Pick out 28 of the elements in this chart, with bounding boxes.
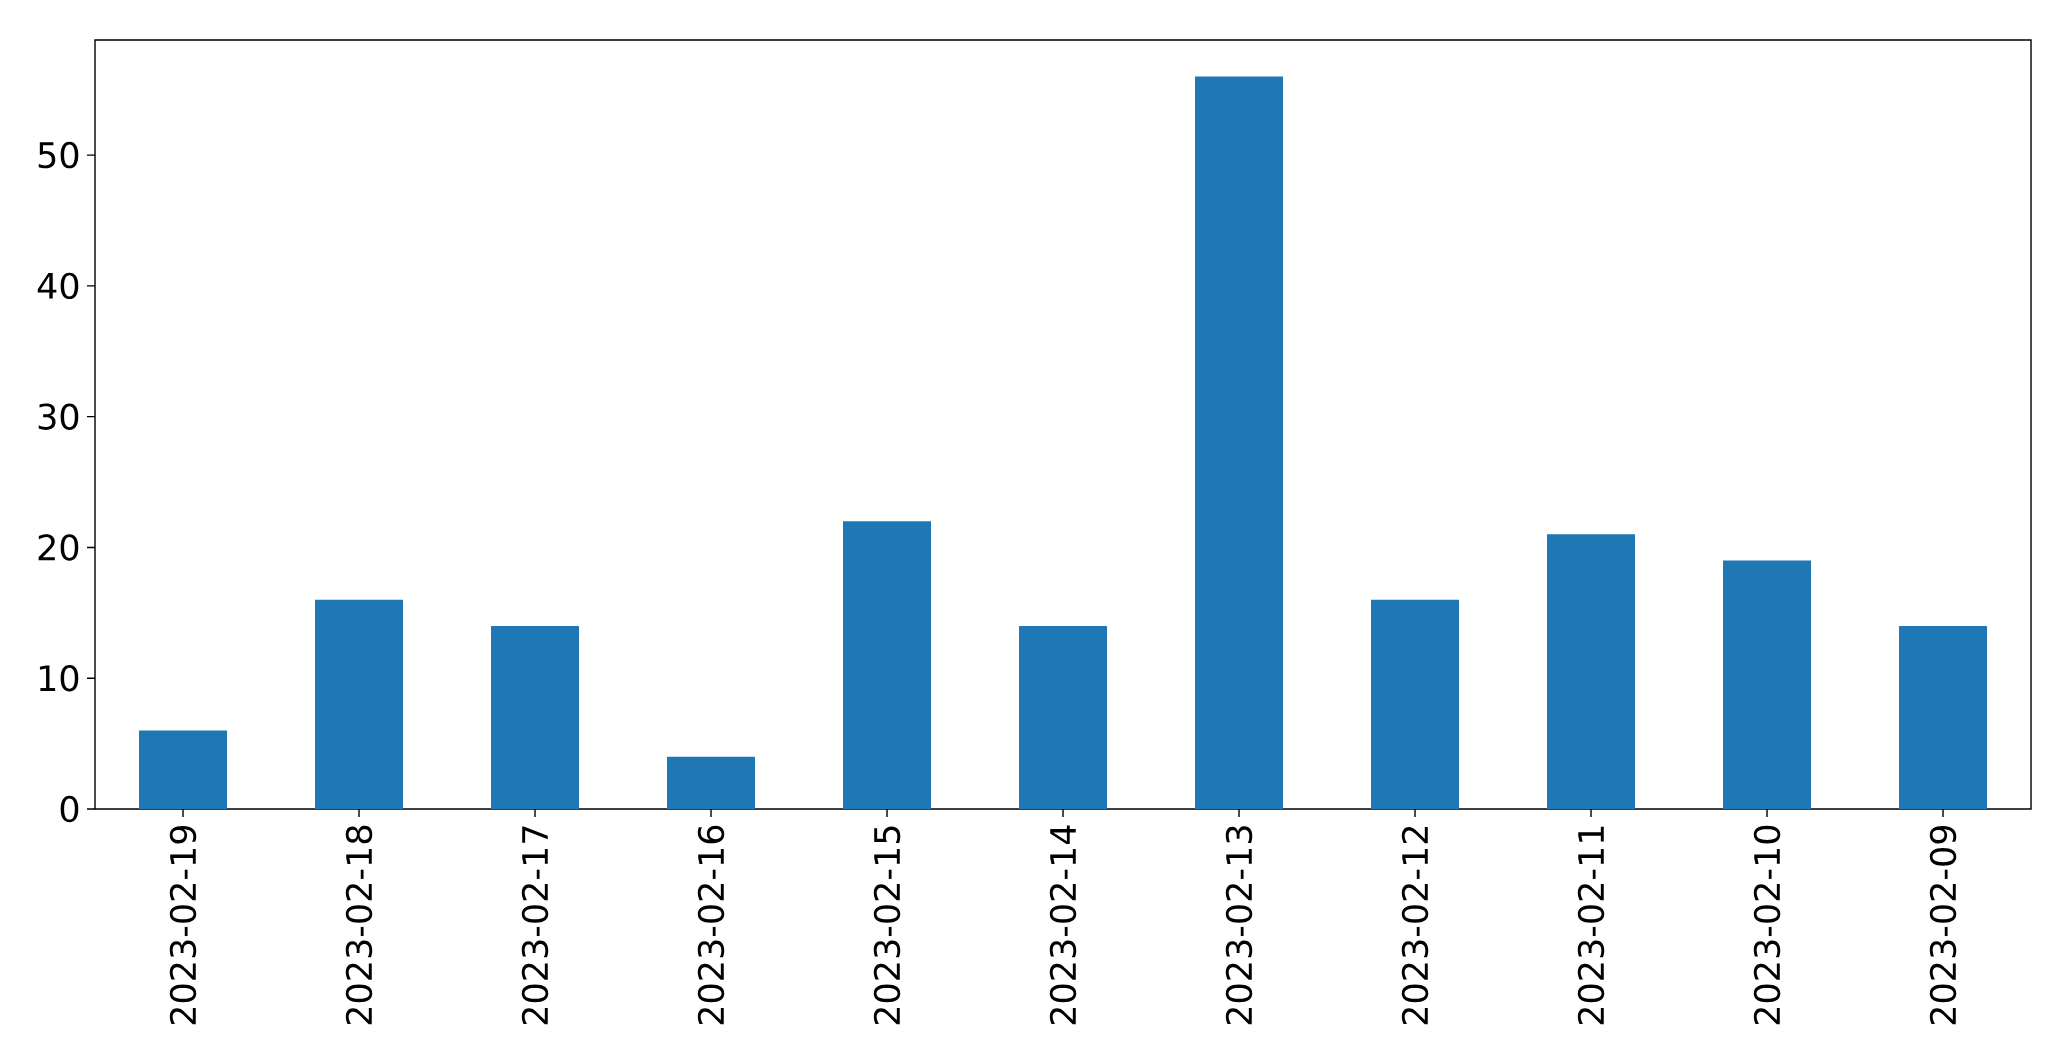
x-tick-label: 2023-02-18 [345,825,373,1025]
x-tick-label: 2023-02-16 [697,825,725,1025]
bar [1547,534,1636,809]
x-tick-label: 2023-02-12 [1401,826,1429,1025]
bar [1371,599,1460,809]
y-tick-label: 40 [37,272,79,300]
y-tick-label: 0 [60,795,79,823]
bar [843,521,932,809]
bar [491,625,580,809]
x-tick-label: 2023-02-14 [1049,825,1077,1025]
x-tick-label: 2023-02-11 [1577,826,1605,1025]
bar [667,756,756,809]
x-tick-label: 2023-02-17 [521,826,549,1025]
y-tick-label: 30 [38,403,79,430]
y-tick-label: 10 [39,664,79,692]
bar [1195,76,1284,809]
bar [1019,625,1108,809]
y-tick-label: 50 [38,141,79,169]
bar [139,730,228,809]
x-tick-label: 2023-02-13 [1225,826,1253,1025]
bar [1899,625,1988,809]
x-tick-label: 2023-02-09 [1929,825,1957,1025]
x-tick-label: 2023-02-19 [169,825,197,1025]
y-tick-label: 20 [38,534,79,561]
bar [315,599,404,809]
bar [1723,560,1812,809]
x-tick-label: 2023-02-15 [873,826,901,1025]
x-tick-label: 2023-02-10 [1753,825,1781,1025]
